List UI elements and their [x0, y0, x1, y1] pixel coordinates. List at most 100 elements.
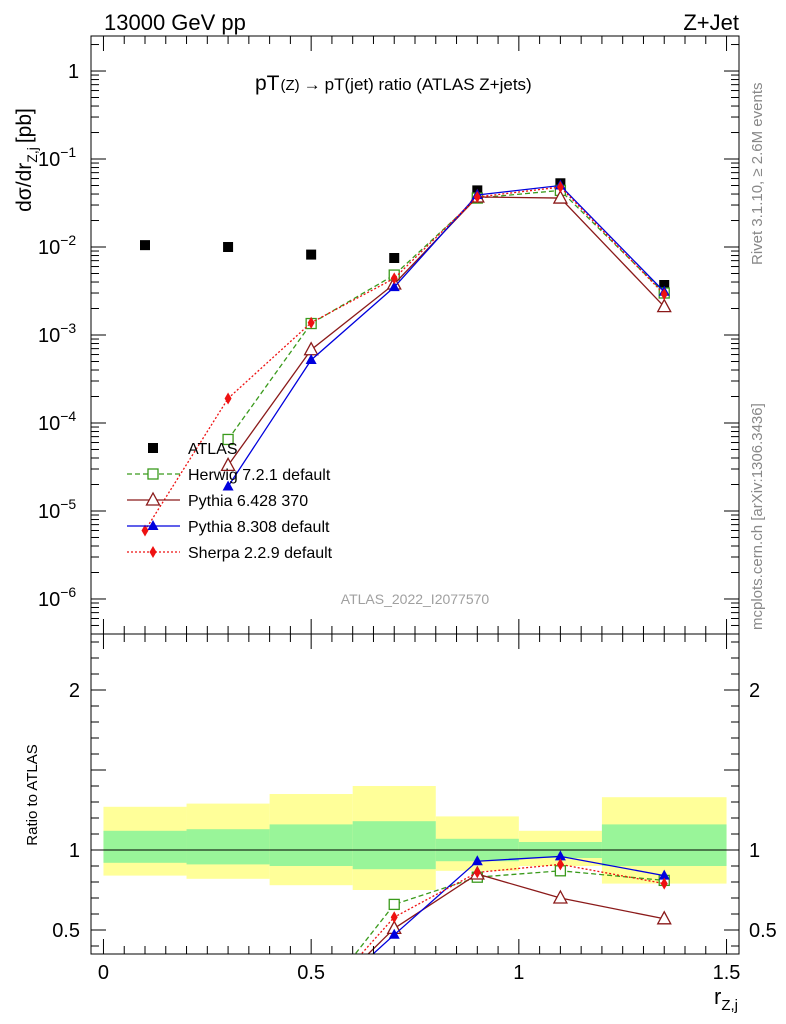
- ratio-plot-panel: 0.5 0.5 1 1 2 2 0 0.5 1 1.5 Ratio to ATLAS rZ,j: [24, 633, 777, 1014]
- legend-entry: Herwig 7.2.1 default: [127, 467, 331, 484]
- ratio-series-sherpa-2-2-9-default: [360, 858, 668, 954]
- legend-label: Herwig 7.2.1 default: [188, 467, 331, 484]
- legend-label: Pythia 6.428 370: [188, 493, 308, 510]
- main-y-axis-label-sub: Z,j: [24, 147, 40, 163]
- x-tick-label: 1.5: [713, 962, 741, 984]
- mcplots-label: mcplots.cern.ch [arXiv:1306.3436]: [749, 403, 766, 630]
- data-point: [389, 252, 400, 263]
- plot-title-z: (Z): [281, 77, 300, 94]
- x-axis-label-sub: Z,j: [721, 997, 738, 1014]
- legend-marker: [149, 546, 157, 558]
- main-y-tick-label: 10−6: [38, 584, 76, 611]
- uncertainty-band-inner: [269, 824, 353, 866]
- ratio-point: [390, 911, 398, 924]
- ratio-point: [556, 858, 564, 871]
- header-energy-label: 13000 GeV pp: [104, 10, 246, 35]
- x-axis-label: rZ,j: [714, 984, 738, 1014]
- ratio-y-tick-label-left: 2: [69, 680, 80, 702]
- ratio-y-tick-label-left: 1: [69, 840, 80, 862]
- main-axis-ticks: [91, 36, 739, 635]
- series-line: [227, 184, 665, 487]
- series-line: [227, 189, 665, 440]
- data-point: [659, 280, 670, 291]
- main-plot-panel: 10−6 10−5 10−4 10−3 10−2 10−1 1 pT(Z) → pT(jet) …: [13, 35, 740, 635]
- main-y-tick-label: 10−2: [38, 232, 76, 259]
- legend-entry: ATLAS: [148, 441, 238, 458]
- data-point: [307, 316, 315, 329]
- main-y-tick-label: 1: [68, 61, 79, 83]
- main-y-axis-label: dσ/drZ,j [pb]: [13, 108, 40, 212]
- x-tick-label: 0: [98, 962, 109, 984]
- ratio-point: [388, 898, 400, 911]
- uncertainty-band-inner: [352, 821, 436, 870]
- ratio-y-axis-label: Ratio to ATLAS: [24, 744, 41, 845]
- data-point: [660, 288, 668, 301]
- analysis-watermark: ATLAS_2022_I2077570: [341, 591, 490, 607]
- legend-entry: Pythia 6.428 370: [127, 491, 308, 510]
- data-point: [556, 181, 564, 194]
- ratio-point: [552, 889, 568, 904]
- ratio-series-pythia-8-308-default: [372, 850, 670, 954]
- legend-marker: [147, 468, 159, 480]
- ratio-tick-labels: 0.5 0.5 1 1 2 2 0 0.5 1 1.5: [52, 680, 777, 984]
- series-line: [227, 196, 665, 466]
- main-y-tick-label: 10−1: [38, 144, 76, 171]
- ratio-line: [367, 873, 665, 954]
- uncertainty-band-inner: [186, 829, 270, 865]
- data-point: [222, 433, 234, 446]
- x-tick-label: 0.5: [297, 962, 325, 984]
- series-sherpa-2-2-9-default: [141, 181, 668, 537]
- legend-entry: Sherpa 2.2.9 default: [127, 545, 333, 562]
- uncertainty-band-inner: [601, 824, 727, 866]
- data-point: [656, 298, 672, 313]
- legend: ATLAS Herwig 7.2.1 default Pythia 6.428 37…: [127, 441, 333, 562]
- legend-entry: Pythia 8.308 default: [127, 519, 330, 536]
- data-point: [303, 341, 319, 356]
- ratio-point: [471, 855, 483, 866]
- data-point: [222, 480, 234, 491]
- ratio-line: [360, 863, 665, 954]
- data-point: [305, 353, 317, 364]
- ratio-axis-ticks: [91, 634, 739, 954]
- ratio-y-tick-label-right: 2: [749, 680, 760, 702]
- ratio-point: [554, 850, 566, 861]
- plot-title-pt: pT: [255, 72, 280, 95]
- legend-label: Pythia 8.308 default: [188, 519, 330, 536]
- main-y-tick-label: 10−5: [38, 496, 76, 523]
- data-point: [223, 242, 234, 253]
- plot-title-arrow: →: [304, 75, 321, 94]
- x-axis-label-main: r: [714, 984, 721, 1009]
- ratio-point: [658, 869, 670, 880]
- main-y-axis-label-main: dσ/dr: [13, 163, 36, 212]
- data-point: [140, 240, 150, 251]
- ratio-y-tick-label-left: 0.5: [52, 920, 80, 942]
- data-point: [306, 249, 317, 260]
- ratio-series-group: [354, 850, 672, 954]
- main-y-axis-label-unit: [pb]: [13, 108, 36, 143]
- legend-label: Sherpa 2.2.9 default: [188, 545, 333, 562]
- data-point: [224, 392, 232, 405]
- ratio-point: [660, 877, 668, 890]
- ratio-point: [656, 910, 672, 925]
- plot-title-rest: pT(jet) ratio (ATLAS Z+jets): [325, 75, 532, 94]
- legend-marker: [147, 520, 159, 530]
- main-y-tick-labels: 10−6 10−5 10−4 10−3 10−2 10−1 1: [38, 61, 79, 611]
- series-herwig-7-2-1-default: [222, 184, 670, 446]
- header-process-label: Z+Jet: [683, 10, 739, 35]
- data-point: [388, 281, 400, 292]
- uncertainty-band-inner: [103, 830, 187, 863]
- data-point: [141, 524, 149, 537]
- main-y-tick-label: 10−3: [38, 320, 76, 347]
- main-y-tick-label: 10−4: [38, 408, 76, 435]
- legend-label: ATLAS: [188, 441, 238, 458]
- plot-title: pT(Z) → pT(jet) ratio (ATLAS Z+jets): [255, 72, 532, 95]
- ratio-y-tick-label-right: 0.5: [749, 920, 777, 942]
- ratio-line: [354, 870, 665, 954]
- ratio-point: [473, 866, 481, 879]
- ratio-y-tick-label-right: 1: [749, 840, 760, 862]
- data-point: [390, 272, 398, 285]
- legend-marker: [148, 443, 158, 453]
- series-pythia-8-308-default: [222, 179, 670, 491]
- ratio-point: [388, 928, 400, 939]
